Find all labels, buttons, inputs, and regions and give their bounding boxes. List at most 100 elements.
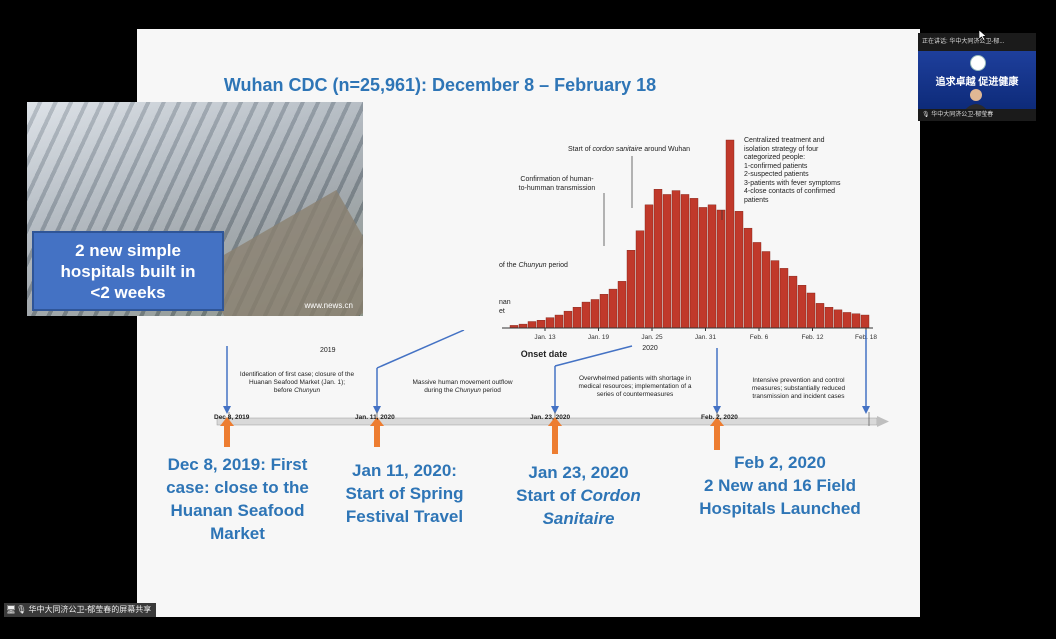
annotation-italic: Chunyun: [518, 262, 547, 269]
chart-bar: [572, 307, 582, 329]
orange-arrow-3: [548, 417, 562, 454]
blue-connector-3: [554, 345, 633, 367]
annotation-text: period: [546, 262, 568, 269]
speaker-video-tile[interactable]: 正在讲话: 华中大同济公卫-郁... 追求卓越 促进健康 🎙 华中大同济公卫-郁…: [918, 33, 1036, 121]
chart-bar: [680, 194, 690, 329]
timeline-desc-4: Intensive prevention and control measure…: [736, 377, 861, 401]
photo-overlay-box: 2 new simple hospitals built in <2 weeks: [32, 231, 224, 311]
chart-bar: [644, 204, 654, 329]
caption-line: Hospitals Launched: [699, 499, 861, 518]
caption-line: case: close to the: [166, 478, 309, 497]
photo-watermark: www.news.cn: [304, 301, 353, 310]
desc-line: Identification of first case; closure of…: [239, 371, 355, 378]
chart-bar: [689, 198, 699, 329]
caption-line: Festival Travel: [345, 507, 464, 526]
orange-arrow-4: [710, 417, 724, 450]
annotation-line: Centralized treatment and: [744, 137, 825, 144]
annotation-line: patients: [744, 196, 769, 204]
timeline-date-jan23: Jan. 23, 2020: [530, 414, 571, 421]
x-axis-title: Onset date: [521, 349, 568, 359]
desc-line: Intensive prevention and control: [752, 377, 845, 384]
year-label-2019: 2019: [320, 347, 336, 354]
blue-arrowhead-1: [223, 406, 231, 414]
chart-bar: [653, 189, 663, 329]
caption-line: Market: [210, 524, 265, 543]
blue-arrowhead-2: [373, 406, 381, 414]
video-slogan: 追求卓越 促进健康: [935, 77, 1019, 88]
chart-bar: [797, 285, 807, 329]
timeline-arrow-tip: [877, 416, 889, 427]
caption-italic: Cordon: [580, 486, 641, 505]
chart-bar: [563, 310, 573, 329]
annotation-line: Confirmation of human-: [520, 176, 594, 183]
x-tick-label: Jan. 13: [534, 334, 556, 341]
speaker-name: 华中大同济公卫-郁莹春: [931, 112, 994, 118]
desc-line: Massive human movement outflow: [412, 379, 513, 386]
desc-italic: Chunyun: [294, 387, 321, 394]
slide-title: Wuhan CDC (n=25,961): December 8 – Febru…: [223, 75, 657, 95]
desc-line: period: [480, 387, 501, 394]
chart-bar: [833, 309, 843, 329]
annotation-text: around Wuhan: [642, 146, 691, 153]
annotation-centralized: Centralized treatment and isolation stra…: [744, 137, 840, 205]
speaker-avatar-icon: [964, 89, 988, 111]
caption-line: Jan 23, 2020: [528, 463, 629, 482]
x-tick-label: Jan. 25: [641, 334, 663, 341]
caption-line: Start of: [516, 486, 581, 505]
chart-bar: [671, 190, 681, 329]
annotation-text: Start of: [568, 146, 593, 153]
chart-bar: [770, 260, 780, 329]
active-speaker-label: 正在讲话: 华中大同济公卫-郁...: [918, 33, 1036, 51]
caption-italic: Sanitaire: [542, 509, 615, 528]
caption-line: 2 New and 16 Field: [703, 476, 857, 495]
chart-bar: [860, 314, 870, 329]
timeline-desc-2: Massive human movement outflow during th…: [395, 379, 530, 395]
chart-bar: [734, 211, 744, 329]
chart-bar: [617, 281, 627, 329]
overlay-line: <2 weeks: [90, 282, 166, 302]
screen-share-label[interactable]: 🖥🎙 华中大同济公卫-郁莹春的屏幕共享: [4, 603, 157, 617]
chart-bar: [752, 242, 762, 329]
chart-bar: [527, 321, 537, 329]
desc-line: during the: [424, 387, 455, 394]
blue-arrowhead-4: [713, 406, 721, 414]
chart-bar: [761, 251, 771, 329]
overlay-line: 2 new simple: [75, 240, 181, 260]
x-tick-label: Jan. 19: [588, 334, 610, 341]
orange-arrow-2: [370, 417, 384, 447]
annotation-italic: cordon sanitaire: [592, 146, 643, 153]
x-tick-label: Jan. 31: [695, 334, 717, 341]
timeline-graphic: [216, 330, 889, 454]
year-label-2020: 2020: [642, 345, 658, 352]
desc-line: series of countermeasures: [596, 391, 674, 398]
share-screen-icon: 🖥: [6, 605, 17, 614]
chart-bar: [806, 292, 816, 329]
desc-line: Huanan Seafood Market (Jan. 1);: [248, 379, 346, 386]
microphone-icon: 🎙: [16, 605, 27, 614]
chart-bar: [815, 303, 825, 329]
annotation-line: 2-suspected patients: [744, 171, 809, 178]
desc-line: transmission and incident cases: [752, 393, 845, 400]
annotation-huanan: nan et: [499, 299, 511, 316]
timeline-date-feb2: Feb. 2, 2020: [701, 414, 738, 421]
chart-bar: [590, 299, 600, 329]
chart-bar: [851, 313, 861, 329]
caption-line: Dec 8, 2019: First: [167, 455, 308, 474]
chart-bar: [635, 230, 645, 329]
chart-bar: [662, 194, 672, 329]
annotation-line: et: [499, 307, 505, 315]
annotation-cordon: Start of cordon sanitaire around Wuhan: [568, 146, 690, 155]
caption-line: Start of Spring: [345, 484, 464, 503]
desc-line: measures; substantially reduced: [751, 385, 846, 392]
chart-bar: [608, 288, 618, 329]
caption-line: Feb 2, 2020: [734, 453, 826, 472]
overlay-line: hospitals built in: [60, 261, 196, 281]
chart-bar: [554, 314, 564, 329]
chart-bar: [545, 317, 555, 329]
desc-line: Overwhelmed patients with shortage in: [578, 375, 691, 382]
chart-bar: [707, 204, 717, 329]
caption-line: Jan 11, 2020:: [352, 461, 457, 480]
blue-arrowhead-5: [862, 406, 870, 414]
annotation-confirmation: Confirmation of human- to-humman transmi…: [512, 176, 602, 193]
event-caption-3: Jan 23, 2020 Start of Cordon Sanitaire: [496, 461, 661, 530]
